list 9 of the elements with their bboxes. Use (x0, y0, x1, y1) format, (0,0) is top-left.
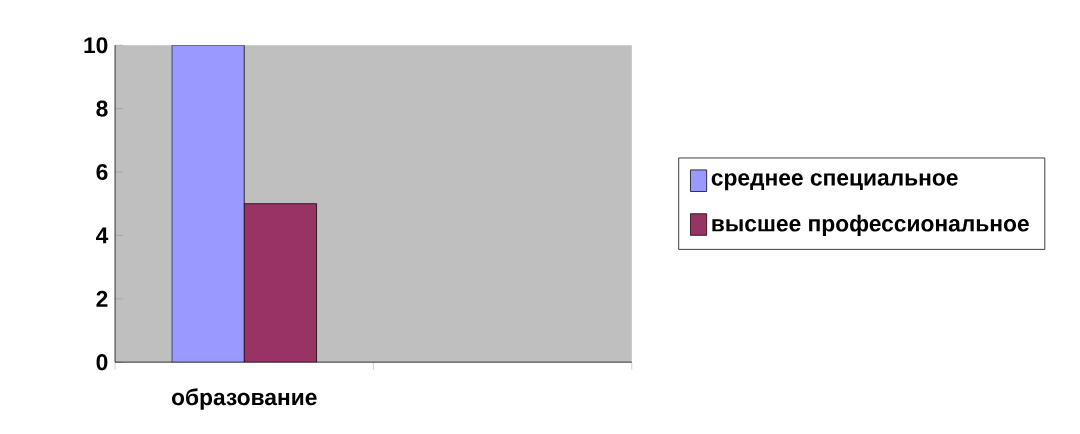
legend-label: высшее профессиональное (712, 214, 1029, 237)
x-tick-label: образование (171, 388, 317, 410)
y-tick-label: 8 (96, 100, 108, 117)
y-tick-label: 10 (84, 37, 108, 54)
y-tick-label: 4 (96, 227, 109, 244)
y-tick-label: 2 (96, 290, 108, 307)
y-tick-label: 6 (96, 163, 108, 181)
y-tick-label: 0 (96, 354, 108, 371)
legend-label: среднее специальное (711, 173, 958, 191)
